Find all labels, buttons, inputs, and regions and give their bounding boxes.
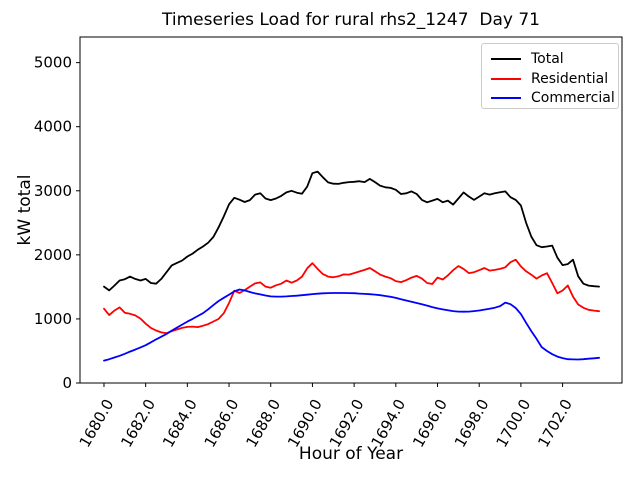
x-axis-label: Hour of Year <box>298 444 404 464</box>
legend-item-commercial: Commercial <box>491 88 618 108</box>
x-tick-label: 1680.0 <box>76 396 118 450</box>
series-residential-line <box>103 258 600 335</box>
y-tick-label: 1000 <box>34 310 72 328</box>
legend-item-residential: Residential <box>491 69 618 89</box>
x-tick-label: 1694.0 <box>367 396 409 450</box>
legend-line-residential-icon <box>491 77 521 80</box>
y-tick-label: 4000 <box>34 118 72 136</box>
x-tick-label: 1688.0 <box>242 396 284 450</box>
legend-item-total: Total <box>491 49 618 69</box>
legend-line-commercial-icon <box>491 97 521 100</box>
x-tick-label: 1690.0 <box>284 396 326 450</box>
x-tick-label: 1682.0 <box>117 396 159 450</box>
legend: Total Residential Commercial <box>481 43 619 109</box>
y-tick-label: 5000 <box>34 54 72 72</box>
legend-label-total: Total <box>531 50 564 67</box>
series-commercial-line <box>103 288 600 362</box>
axes-box <box>79 36 623 384</box>
x-tick-label: 1702.0 <box>534 396 576 450</box>
x-tick-label: 1686.0 <box>201 396 243 450</box>
x-tick-label: 1684.0 <box>159 396 201 450</box>
series-total-line <box>103 170 600 292</box>
legend-label-commercial: Commercial <box>531 90 615 107</box>
x-tick-label: 1696.0 <box>409 396 451 450</box>
x-tick-label: 1698.0 <box>451 396 493 450</box>
y-tick-label: 2000 <box>34 246 72 264</box>
y-tick-label: 0 <box>62 374 72 392</box>
y-tick-label: 3000 <box>34 182 72 200</box>
legend-label-residential: Residential <box>531 70 609 87</box>
x-tick-label: 1692.0 <box>326 396 368 450</box>
legend-line-total-icon <box>491 57 521 60</box>
chart-title: Timeseries Load for rural rhs2_1247 Day … <box>162 10 540 30</box>
x-tick-label: 1700.0 <box>493 396 535 450</box>
